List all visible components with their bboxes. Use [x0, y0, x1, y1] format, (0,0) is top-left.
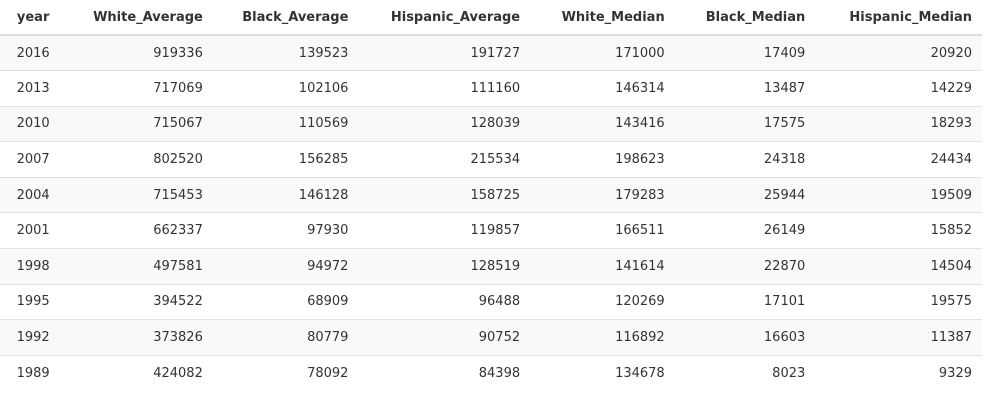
- table-cell: 120269: [530, 284, 675, 321]
- table-cell: 26149: [674, 212, 816, 250]
- table-cell: 166511: [530, 212, 675, 250]
- table-row: 2001 662337 97930 119857 166511 26149 15852: [0, 212, 982, 250]
- table-cell: 146128: [212, 177, 359, 214]
- table-cell: 90752: [358, 319, 531, 356]
- table-cell: 143416: [530, 106, 675, 143]
- table-cell: 15852: [815, 212, 982, 250]
- table-cell: 215534: [358, 141, 531, 178]
- table-cell: 171000: [530, 35, 675, 72]
- table-cell: 14504: [815, 248, 982, 285]
- table-cell: 715453: [66, 177, 213, 214]
- table-cell: 19575: [815, 284, 982, 321]
- table-row: 2004 715453 146128 158725 179283 25944 19509: [0, 177, 982, 214]
- table-cell: 139523: [212, 35, 359, 72]
- table-header: year White_Average Black_Average Hispani…: [0, 0, 982, 36]
- table-cell: 97930: [212, 212, 359, 250]
- table-cell: 1995: [0, 284, 67, 321]
- table-cell: 25944: [674, 177, 816, 214]
- column-header-white-average[interactable]: White_Average: [66, 0, 213, 36]
- table-cell: 156285: [212, 141, 359, 178]
- table-row: 2010 715067 110569 128039 143416 17575 18293: [0, 106, 982, 143]
- table-cell: 110569: [212, 106, 359, 143]
- table-cell: 2004: [0, 177, 67, 214]
- table-cell: 16603: [674, 319, 816, 356]
- data-table: year White_Average Black_Average Hispani…: [0, 0, 982, 391]
- table-cell: 13487: [674, 70, 816, 107]
- table-cell: 134678: [530, 355, 675, 391]
- table-cell: 17575: [674, 106, 816, 143]
- table-row: 1992 373826 80779 90752 116892 16603 11387: [0, 319, 982, 356]
- table-cell: 373826: [66, 319, 213, 356]
- table-row: 1998 497581 94972 128519 141614 22870 14504: [0, 248, 982, 285]
- table-cell: 17409: [674, 35, 816, 72]
- table-cell: 1989: [0, 355, 67, 391]
- table-row: 2007 802520 156285 215534 198623 24318 24434: [0, 141, 982, 178]
- table-cell: 802520: [66, 141, 213, 178]
- table-row: 2016 919336 139523 191727 171000 17409 20920: [0, 35, 982, 72]
- table-cell: 2001: [0, 212, 67, 250]
- table-cell: 158725: [358, 177, 531, 214]
- table-cell: 17101: [674, 284, 816, 321]
- table-cell: 11387: [815, 319, 982, 356]
- table-cell: 102106: [212, 70, 359, 107]
- table-cell: 424082: [66, 355, 213, 391]
- table-row: 1995 394522 68909 96488 120269 17101 19575: [0, 284, 982, 321]
- table-cell: 2016: [0, 35, 67, 72]
- table-row: 2013 717069 102106 111160 146314 13487 14229: [0, 70, 982, 107]
- table-cell: 141614: [530, 248, 675, 285]
- table-cell: 146314: [530, 70, 675, 107]
- column-header-black-average[interactable]: Black_Average: [212, 0, 359, 36]
- table-cell: 9329: [815, 355, 982, 391]
- table-cell: 19509: [815, 177, 982, 214]
- table-cell: 662337: [66, 212, 213, 250]
- table-cell: 80779: [212, 319, 359, 356]
- table-cell: 919336: [66, 35, 213, 72]
- table-cell: 78092: [212, 355, 359, 391]
- table-cell: 14229: [815, 70, 982, 107]
- table-cell: 84398: [358, 355, 531, 391]
- table-cell: 191727: [358, 35, 531, 72]
- table-cell: 8023: [674, 355, 816, 391]
- table-cell: 717069: [66, 70, 213, 107]
- table-cell: 94972: [212, 248, 359, 285]
- column-header-hispanic-median[interactable]: Hispanic_Median: [815, 0, 982, 36]
- column-header-hispanic-average[interactable]: Hispanic_Average: [358, 0, 531, 36]
- table-cell: 128039: [358, 106, 531, 143]
- header-row: year White_Average Black_Average Hispani…: [0, 0, 982, 36]
- column-header-white-median[interactable]: White_Median: [530, 0, 675, 36]
- table-cell: 24434: [815, 141, 982, 178]
- table-cell: 2013: [0, 70, 67, 107]
- table-cell: 394522: [66, 284, 213, 321]
- table-cell: 497581: [66, 248, 213, 285]
- table-cell: 20920: [815, 35, 982, 72]
- table-cell: 2010: [0, 106, 67, 143]
- table-cell: 128519: [358, 248, 531, 285]
- column-header-year[interactable]: year: [0, 0, 67, 36]
- table-cell: 1992: [0, 319, 67, 356]
- table-cell: 24318: [674, 141, 816, 178]
- table-cell: 179283: [530, 177, 675, 214]
- table-cell: 18293: [815, 106, 982, 143]
- table-cell: 96488: [358, 284, 531, 321]
- table-cell: 22870: [674, 248, 816, 285]
- table-cell: 68909: [212, 284, 359, 321]
- column-header-black-median[interactable]: Black_Median: [674, 0, 816, 36]
- table-cell: 111160: [358, 70, 531, 107]
- table-cell: 116892: [530, 319, 675, 356]
- table-cell: 198623: [530, 141, 675, 178]
- table-cell: 119857: [358, 212, 531, 250]
- table-cell: 715067: [66, 106, 213, 143]
- table-row: 1989 424082 78092 84398 134678 8023 9329: [0, 355, 982, 391]
- table-cell: 2007: [0, 141, 67, 178]
- table-body: 2016 919336 139523 191727 171000 17409 20920 20…: [0, 35, 982, 391]
- table-cell: 1998: [0, 248, 67, 285]
